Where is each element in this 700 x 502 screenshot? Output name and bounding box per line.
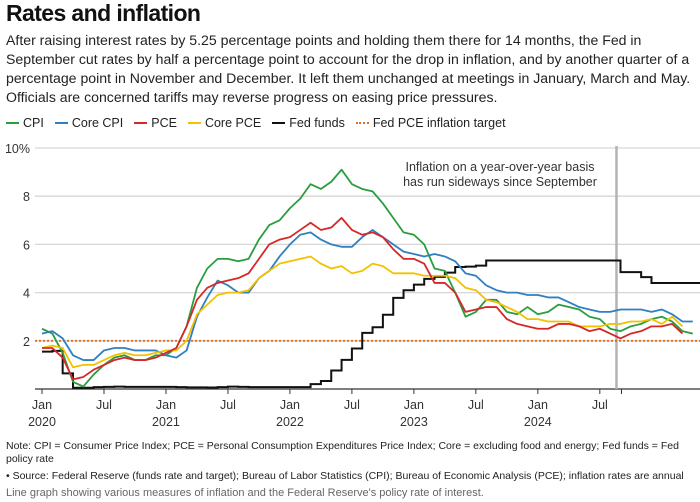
legend-item-target: Fed PCE inflation target	[355, 116, 506, 130]
x-tick-year-label: 2022	[276, 415, 304, 429]
x-tick-year-label: 2024	[524, 415, 552, 429]
y-tick-label: 10%	[5, 142, 30, 156]
legend-swatch	[54, 122, 68, 124]
legend-item-core-cpi: Core CPI	[54, 116, 124, 130]
legend: CPI Core CPI PCE Core PCE Fed funds Fed …	[6, 116, 506, 130]
chart-title: Rates and inflation	[6, 0, 201, 26]
y-tick-label: 4	[23, 287, 30, 301]
series-line-cpi	[41, 168, 693, 388]
x-tick-label: Jul	[592, 398, 608, 412]
annotation-text: Inflation on a year-over-year basis	[406, 160, 595, 174]
chart-subtitle: After raising interest rates by 5.25 per…	[6, 32, 691, 105]
y-tick-label: 8	[23, 190, 30, 204]
y-tick-label: 2	[23, 335, 30, 349]
legend-swatch	[355, 122, 369, 124]
legend-label: Fed PCE inflation target	[372, 116, 506, 130]
x-tick-label: Jan	[32, 398, 52, 412]
x-tick-label: Jan	[156, 398, 176, 412]
y-tick-label: 6	[23, 238, 30, 252]
x-tick-year-label: 2021	[152, 415, 180, 429]
legend-swatch	[272, 122, 286, 124]
x-tick-label: Jul	[96, 398, 112, 412]
legend-swatch	[134, 122, 148, 124]
legend-swatch	[187, 122, 201, 124]
chart-source: • Source: Federal Reserve (funds rate an…	[6, 470, 684, 482]
series-line-fed-funds	[42, 259, 700, 389]
line-chart: 2 4 6 8 10% Jan 2020 Jul Jan 2021 Jul Jan 2022 Jul Jan…	[5, 142, 700, 429]
chart-alt-text: Line graph showing various measures of i…	[6, 487, 484, 499]
legend-item-pce: PCE	[134, 116, 177, 130]
legend-label: Core CPI	[71, 116, 124, 130]
legend-item-core-pce: Core PCE	[187, 116, 262, 130]
x-tick-label: Jan	[528, 398, 548, 412]
series-line-pce	[42, 216, 684, 381]
legend-item-cpi: CPI	[6, 116, 44, 130]
legend-label: Core PCE	[204, 116, 262, 130]
x-tick-label: Jul	[468, 398, 484, 412]
x-tick-label: Jan	[404, 398, 424, 412]
legend-label: PCE	[151, 116, 177, 130]
legend-label: Fed funds	[289, 116, 345, 130]
x-tick-label: Jul	[344, 398, 360, 412]
x-tick-label: Jan	[280, 398, 300, 412]
legend-swatch	[6, 122, 19, 124]
x-tick-year-label: 2020	[28, 415, 56, 429]
legend-item-fed-funds: Fed funds	[272, 116, 345, 130]
x-tick-label: Jul	[220, 398, 236, 412]
annotation-text: has run sideways since September	[403, 175, 597, 189]
chart-note: Note: CPI = Consumer Price Index; PCE = …	[6, 440, 679, 465]
x-tick-year-label: 2023	[400, 415, 428, 429]
legend-label: CPI	[23, 116, 44, 130]
